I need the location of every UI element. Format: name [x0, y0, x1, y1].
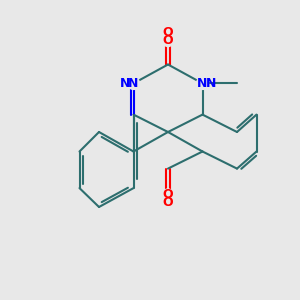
Text: N: N: [120, 77, 130, 90]
Circle shape: [162, 189, 174, 201]
Text: N: N: [197, 77, 208, 90]
Text: O: O: [163, 188, 173, 202]
Text: O: O: [163, 34, 173, 47]
Circle shape: [162, 34, 174, 46]
Text: N: N: [128, 77, 139, 90]
Circle shape: [128, 77, 140, 89]
Text: O: O: [163, 26, 173, 39]
Text: O: O: [163, 196, 173, 209]
Text: N: N: [206, 77, 216, 90]
Circle shape: [196, 77, 208, 89]
